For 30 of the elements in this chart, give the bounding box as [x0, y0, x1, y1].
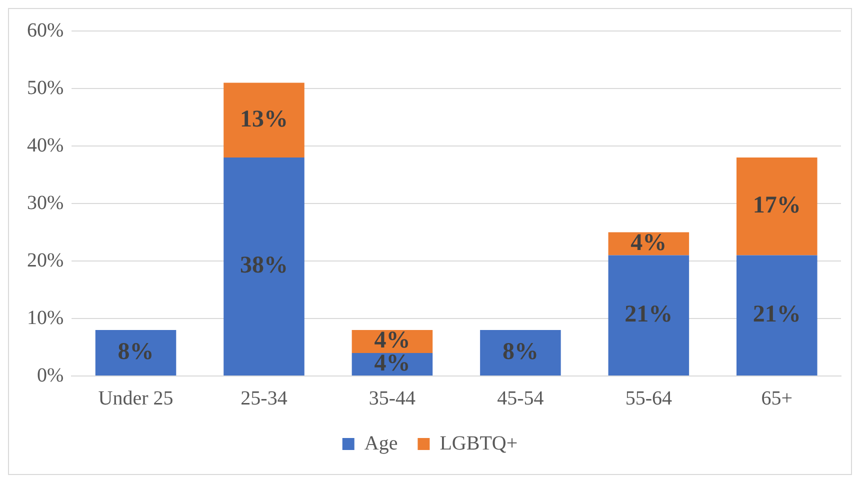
x-tick-label: 45-54 — [497, 387, 544, 410]
y-tick-label: 50% — [26, 76, 64, 99]
x-tick-label: 65+ — [761, 387, 793, 410]
y-tick-label: 0% — [36, 364, 64, 386]
bar — [736, 158, 818, 256]
y-tick-label: 60% — [26, 19, 64, 42]
y-tick-label: 10% — [26, 306, 64, 329]
data-label: 8% — [118, 338, 154, 365]
x-tick-label: Under 25 — [98, 387, 174, 410]
data-label: 38% — [240, 252, 288, 279]
y-tick-label: 30% — [26, 192, 64, 214]
data-label: 4% — [630, 230, 667, 256]
data-label: 21% — [752, 302, 801, 328]
legend-label: Age — [364, 432, 398, 454]
bar — [608, 255, 690, 376]
x-tick-label: 35-44 — [368, 387, 416, 410]
bar — [95, 330, 176, 376]
x-tick-label: 55-64 — [625, 387, 672, 410]
bar — [480, 330, 561, 376]
y-tick-label: 20% — [26, 249, 64, 272]
data-label: 21% — [624, 302, 673, 328]
y-tick-label: 40% — [26, 134, 64, 156]
legend-label: LGBTQ+ — [440, 432, 518, 454]
x-tick-label: 25-34 — [240, 387, 288, 410]
bar — [224, 158, 304, 376]
bar — [736, 255, 818, 376]
data-label: 17% — [752, 192, 801, 219]
bar — [224, 82, 304, 158]
data-label: 8% — [502, 338, 538, 365]
data-label: 13% — [240, 106, 288, 132]
